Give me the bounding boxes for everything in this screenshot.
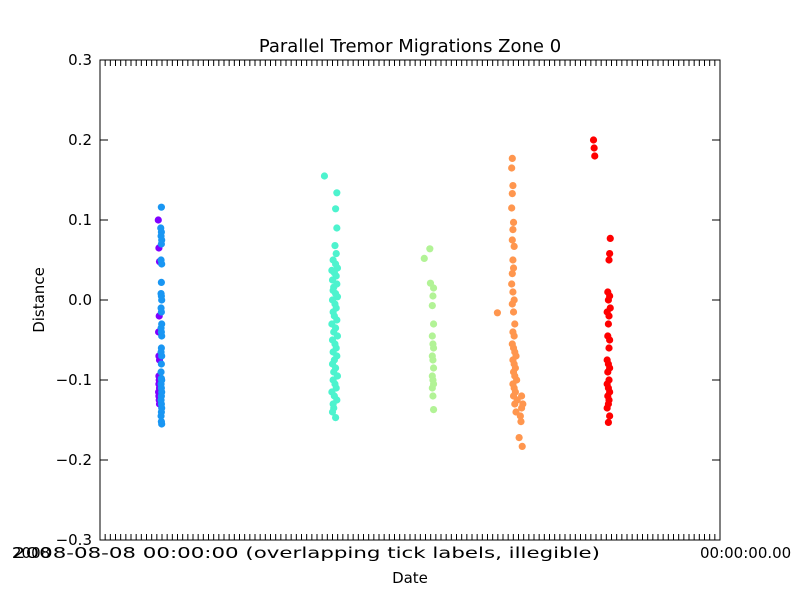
scatter-point <box>606 336 614 344</box>
y-tick-label: −0.2 <box>56 451 92 469</box>
scatter-point <box>429 356 437 364</box>
scatter-point <box>509 288 517 296</box>
scatter-point <box>428 384 436 392</box>
scatter-point <box>157 412 165 420</box>
scatter-point <box>590 144 598 152</box>
scatter-point <box>426 245 434 253</box>
scatter-point <box>154 216 162 224</box>
scatter-point <box>429 320 438 328</box>
y-tick-label: −0.1 <box>56 371 92 389</box>
scatter-point <box>589 136 598 144</box>
scatter-point <box>493 309 502 317</box>
scatter-point <box>333 316 341 324</box>
scatter-point <box>429 292 437 300</box>
y-axis-label: Distance <box>30 267 48 333</box>
scatter-point <box>509 182 517 190</box>
scatter-point <box>606 412 614 420</box>
scatter-point <box>157 308 165 316</box>
axis-ticks <box>99 59 721 541</box>
scatter-point <box>603 404 611 412</box>
data-points <box>154 136 614 450</box>
scatter-point <box>515 434 523 442</box>
scatter-point <box>510 332 518 340</box>
scatter-point <box>429 406 438 414</box>
scatter-point <box>508 236 516 244</box>
scatter-point <box>508 300 516 308</box>
x-axis-label: Date <box>392 569 428 587</box>
scatter-point <box>428 332 436 340</box>
scatter-point <box>518 404 526 412</box>
scatter-point <box>509 218 518 226</box>
scatter-point <box>332 414 340 422</box>
scatter-point <box>158 296 166 304</box>
y-tick-label: 0.1 <box>68 211 92 229</box>
scatter-point <box>157 360 165 368</box>
x-tick-labels: 2008-08-08 00:00:00 (overlapping tick la… <box>12 544 791 562</box>
scatter-point <box>511 400 519 408</box>
scatter-point <box>604 368 612 376</box>
scatter-point <box>328 408 337 416</box>
scatter-point <box>157 278 165 286</box>
scatter-point <box>508 270 516 278</box>
scatter-point <box>508 280 516 288</box>
y-tick-label: 0.0 <box>68 291 92 309</box>
y-tick-label: −0.3 <box>56 531 92 549</box>
scatter-point <box>333 224 341 232</box>
scatter-point <box>320 172 329 180</box>
scatter-point <box>428 302 436 310</box>
scatter-point <box>605 312 613 320</box>
scatter-point <box>511 320 519 328</box>
scatter-point <box>429 284 438 292</box>
x-tick-label-first: 2008 <box>12 544 50 562</box>
scatter-point <box>158 420 166 428</box>
scatter-point <box>509 256 517 264</box>
scatter-point <box>591 152 599 160</box>
scatter-point <box>518 442 526 450</box>
scatter-point <box>157 240 165 248</box>
x-tick-label-garbled: 2008-08-08 00:00:00 (overlapping tick la… <box>12 544 600 562</box>
scatter-point <box>332 205 340 213</box>
scatter-point <box>606 234 614 242</box>
scatter-point <box>509 308 518 316</box>
y-tick-label: 0.3 <box>68 51 92 69</box>
scatter-point <box>157 368 165 376</box>
scatter-point <box>508 154 516 162</box>
scatter-point <box>332 250 340 258</box>
scatter-point <box>605 344 613 352</box>
scatter-point <box>606 250 614 258</box>
scatter-point <box>510 242 518 250</box>
scatter-point <box>333 189 341 197</box>
scatter-point <box>509 264 518 272</box>
scatter-point <box>158 332 166 340</box>
scatter-point <box>331 242 339 250</box>
scatter-point <box>508 190 516 198</box>
x-tick-label-last: 00:00:00.00 <box>700 544 791 562</box>
scatter-point <box>604 320 613 328</box>
scatter-point <box>429 344 438 352</box>
scatter-point <box>333 332 342 340</box>
scatter-point <box>429 392 437 400</box>
chart-title: Parallel Tremor Migrations Zone 0 <box>259 36 561 57</box>
scatter-point <box>158 352 166 360</box>
scatter-point <box>420 254 428 262</box>
scatter-point <box>509 226 517 234</box>
scatter-point <box>508 164 516 172</box>
scatter-point <box>604 418 613 426</box>
scatter-point <box>605 256 613 264</box>
scatter-point <box>604 296 613 304</box>
y-tick-labels: 0.3 0.2 0.1 0.0 −0.1 −0.2 −0.3 <box>56 51 92 549</box>
scatter-point <box>158 260 166 268</box>
scatter-point <box>508 204 516 212</box>
scatter-point <box>157 203 165 211</box>
scatter-point <box>518 392 526 400</box>
scatter-point <box>429 364 438 372</box>
plot-frame <box>99 59 721 541</box>
scatter-point <box>517 418 525 426</box>
scatter-point <box>516 412 524 420</box>
y-tick-label: 0.2 <box>68 131 92 149</box>
